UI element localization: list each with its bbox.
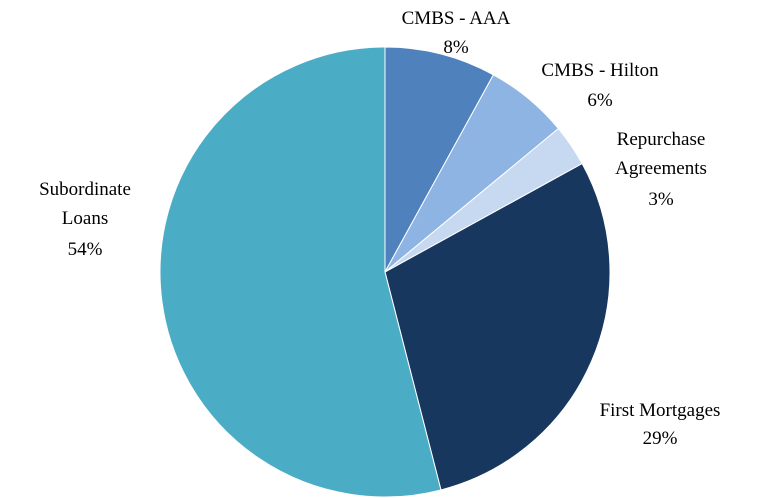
slice-value-label: 6%	[587, 90, 613, 111]
slice-label: Subordinate Loans	[39, 179, 131, 229]
slice-value-label: 54%	[67, 239, 103, 260]
pie-slice	[384, 162, 611, 491]
slice-label: CMBS - AAA	[401, 8, 511, 29]
slice-label: First Mortgages	[599, 400, 721, 421]
slice-label: Repurchase Agreements	[615, 129, 707, 179]
slice-value-label: 3%	[648, 189, 674, 210]
slice-label: CMBS - Hilton	[541, 60, 659, 81]
slice-value-label: 8%	[443, 37, 469, 58]
slice-value-label: 29%	[642, 428, 678, 449]
pie-slice	[384, 46, 495, 273]
pie-slice	[159, 46, 442, 498]
